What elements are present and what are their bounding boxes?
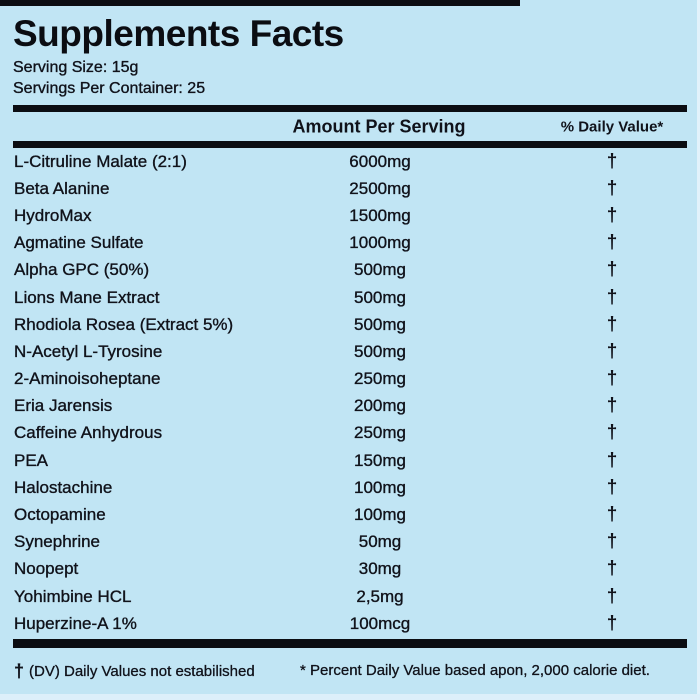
- daily-value-dagger: †: [606, 259, 618, 281]
- ingredient-name: N-Acetyl L-Tyrosine: [14, 341, 163, 361]
- separator-rule-top: [13, 105, 687, 112]
- ingredient-name: Rhodiola Rosea (Extract 5%): [14, 314, 234, 334]
- ingredient-name: Halostachine: [14, 477, 113, 497]
- bottom-edge-highlight: [0, 694, 700, 700]
- daily-value-dagger: †: [606, 504, 618, 526]
- ingredient-amount: 500mg: [354, 341, 406, 361]
- daily-value-dagger: †: [606, 232, 618, 254]
- ingredient-name: Caffeine Anhydrous: [14, 423, 163, 443]
- ingredient-name: PEA: [14, 450, 49, 470]
- daily-value-dagger: †: [606, 612, 618, 634]
- ingredient-name: Eria Jarensis: [14, 396, 113, 416]
- daily-value-dagger: †: [606, 368, 618, 390]
- footnote-percent-daily-value: * Percent Daily Value based apon, 2,000 …: [300, 662, 650, 680]
- ingredient-amount: 2500mg: [349, 178, 411, 198]
- ingredient-amount: 100mcg: [349, 613, 411, 633]
- ingredient-amount: 1500mg: [349, 205, 411, 225]
- daily-value-dagger: †: [606, 340, 618, 362]
- ingredient-row: PEA 150mg †: [13, 447, 687, 474]
- ingredient-row: Caffeine Anhydrous 250mg †: [13, 420, 687, 447]
- daily-value-dagger: †: [606, 395, 618, 417]
- ingredient-amount: 500mg: [354, 287, 406, 307]
- ingredient-amount: 200mg: [354, 396, 406, 416]
- daily-value-dagger: †: [606, 204, 618, 226]
- ingredient-row: Huperzine-A 1% 100mcg †: [13, 610, 687, 637]
- separator-rule-bottom: [13, 639, 687, 649]
- footnote-daily-values: † (DV) Daily Values not estabilished: [14, 661, 255, 682]
- serving-size-line: Serving Size: 15g: [13, 59, 139, 76]
- ingredient-row: Beta Alanine 2500mg †: [13, 175, 687, 202]
- ingredient-row: Eria Jarensis 200mg †: [13, 393, 687, 420]
- ingredient-name: Agmatine Sulfate: [14, 233, 144, 253]
- ingredient-row: Octopamine 100mg †: [13, 501, 687, 528]
- ingredient-name: Lions Mane Extract: [14, 287, 160, 307]
- servings-per-container-line: Servings Per Container: 25: [13, 80, 206, 97]
- ingredient-name: 2-Aminoisoheptane: [14, 369, 161, 389]
- daily-value-dagger: †: [606, 422, 618, 444]
- ingredient-amount: 150mg: [354, 450, 406, 470]
- footnotes: † (DV) Daily Values not estabilished * Pe…: [13, 661, 687, 683]
- ingredient-name: Yohimbine HCL: [14, 586, 132, 606]
- ingredient-amount: 100mg: [354, 505, 406, 525]
- ingredient-amount: 30mg: [358, 559, 402, 579]
- ingredient-name: Noopept: [14, 559, 79, 579]
- ingredient-table: L-Citruline Malate (2:1) 6000mg † Beta A…: [13, 148, 687, 637]
- ingredient-amount: 2,5mg: [356, 586, 404, 606]
- ingredient-row: 2-Aminoisoheptane 250mg †: [13, 366, 687, 393]
- daily-value-dagger: †: [606, 558, 618, 580]
- ingredient-row: HydroMax 1500mg †: [13, 202, 687, 229]
- column-header-amount: Amount Per Serving: [292, 116, 466, 136]
- ingredient-row: Yohimbine HCL 2,5mg †: [13, 583, 687, 610]
- footnote-daily-values-text: (DV) Daily Values not estabilished: [29, 663, 255, 681]
- ingredient-row: Noopept 30mg †: [13, 556, 687, 583]
- ingredient-amount: 100mg: [354, 477, 406, 497]
- table-header-row: Amount Per Serving % Daily Value*: [13, 112, 687, 141]
- top-black-bar: [0, 0, 520, 6]
- column-header-daily-value: % Daily Value*: [560, 118, 664, 135]
- ingredient-name: HydroMax: [14, 205, 92, 225]
- ingredient-name: Alpha GPC (50%): [14, 260, 150, 280]
- daily-value-dagger: †: [606, 177, 618, 199]
- ingredient-name: Huperzine-A 1%: [14, 613, 137, 633]
- daily-value-dagger: †: [606, 150, 618, 172]
- ingredient-amount: 500mg: [354, 314, 406, 334]
- ingredient-amount: 250mg: [354, 423, 406, 443]
- daily-value-dagger: †: [606, 585, 618, 607]
- ingredient-amount: 500mg: [354, 260, 406, 280]
- ingredient-row: Synephrine 50mg †: [13, 529, 687, 556]
- daily-value-dagger: †: [606, 476, 618, 498]
- ingredient-row: Halostachine 100mg †: [13, 474, 687, 501]
- daily-value-dagger: †: [606, 449, 618, 471]
- ingredient-amount: 6000mg: [349, 151, 411, 171]
- ingredient-amount: 50mg: [358, 532, 402, 552]
- ingredient-name: L-Citruline Malate (2:1): [14, 151, 187, 171]
- ingredient-row: Alpha GPC (50%) 500mg †: [13, 257, 687, 284]
- daily-value-dagger: †: [606, 286, 618, 308]
- daily-value-dagger: †: [606, 531, 618, 553]
- ingredient-name: Octopamine: [14, 505, 106, 525]
- ingredient-name: Beta Alanine: [14, 178, 110, 198]
- right-edge-highlight: [697, 0, 700, 700]
- dagger-icon: †: [14, 661, 25, 682]
- ingredient-row: N-Acetyl L-Tyrosine 500mg †: [13, 338, 687, 365]
- separator-rule-header: [13, 141, 687, 148]
- ingredient-row: Lions Mane Extract 500mg †: [13, 284, 687, 311]
- ingredient-amount: 1000mg: [349, 233, 411, 253]
- ingredient-row: L-Citruline Malate (2:1) 6000mg †: [13, 148, 687, 175]
- ingredient-amount: 250mg: [354, 369, 406, 389]
- ingredient-row: Agmatine Sulfate 1000mg †: [13, 230, 687, 257]
- daily-value-dagger: †: [606, 313, 618, 335]
- page-title: Supplements Facts: [13, 13, 344, 54]
- ingredient-name: Synephrine: [14, 532, 101, 552]
- ingredient-row: Rhodiola Rosea (Extract 5%) 500mg †: [13, 311, 687, 338]
